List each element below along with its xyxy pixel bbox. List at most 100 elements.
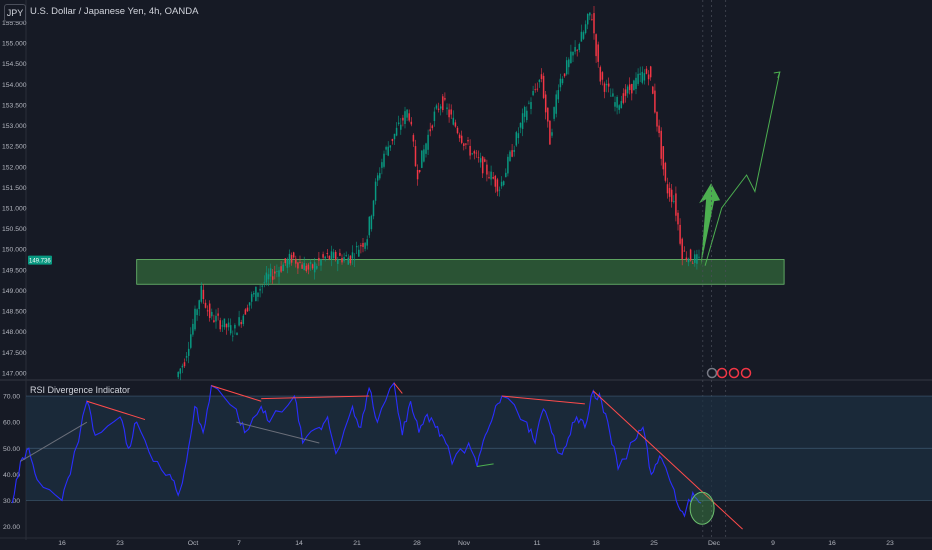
- candle-body: [412, 135, 415, 142]
- candle-body: [416, 169, 419, 180]
- candle-body: [519, 122, 522, 128]
- price-tick-label: 148.000: [2, 329, 27, 336]
- price-tick-label: 150.000: [2, 247, 27, 254]
- candle-body: [532, 90, 534, 96]
- candle-body: [612, 93, 614, 97]
- candle-body: [339, 252, 341, 256]
- price-tick-label: 154.000: [2, 82, 27, 89]
- candle-body: [360, 245, 362, 247]
- price-tick-label: 152.500: [2, 144, 27, 151]
- candle-body: [624, 89, 627, 96]
- candle-body: [324, 256, 326, 259]
- candle-body: [580, 31, 583, 42]
- time-tick-label: 7: [237, 540, 241, 547]
- candle-body: [179, 368, 182, 374]
- candle-body: [280, 266, 282, 272]
- candle-body: [586, 13, 589, 25]
- candle-body: [469, 145, 471, 156]
- candle-body: [696, 254, 698, 264]
- candle-body: [381, 162, 383, 168]
- candle-body: [668, 188, 671, 197]
- candle-body: [387, 146, 389, 156]
- candle-body: [221, 325, 224, 327]
- candle-body: [505, 172, 507, 178]
- candle-body: [332, 252, 335, 259]
- candle-body: [649, 66, 652, 78]
- symbol-badge[interactable]: JPY: [4, 4, 26, 22]
- candle-body: [389, 145, 392, 148]
- candle-body: [511, 150, 513, 157]
- time-tick-label: 23: [116, 540, 124, 547]
- candle-body: [282, 264, 284, 272]
- candle-body: [460, 135, 463, 143]
- candle-body: [376, 175, 379, 181]
- candle-body: [446, 107, 448, 109]
- candle-body: [213, 320, 215, 323]
- bearish-divergence-line: [261, 395, 370, 400]
- candle-body: [217, 313, 219, 316]
- candle-body: [698, 256, 700, 258]
- candle-body: [563, 73, 566, 77]
- candle-body: [515, 132, 518, 146]
- candle-body: [481, 156, 484, 174]
- candle-body: [620, 101, 623, 109]
- candle-body: [448, 109, 450, 118]
- candle-body: [450, 109, 452, 115]
- candle-body: [328, 255, 331, 260]
- candle-body: [202, 289, 205, 300]
- rsi-tick-label: 50.00: [3, 446, 20, 453]
- price-tick-label: 155.000: [2, 41, 27, 48]
- candle-body: [618, 105, 620, 110]
- candle-body: [662, 146, 665, 170]
- candle-body: [349, 255, 352, 264]
- price-tick-label: 155.500: [2, 20, 27, 27]
- candle-body: [444, 98, 446, 100]
- candle-body: [429, 129, 431, 132]
- candle-body: [553, 107, 555, 119]
- candle-body: [187, 348, 190, 356]
- candle-body: [225, 323, 228, 328]
- candle-body: [654, 90, 656, 113]
- candle-body: [591, 19, 593, 21]
- candle-body: [343, 257, 345, 262]
- candle-body: [364, 242, 366, 249]
- candle-body: [278, 270, 280, 277]
- candle-body: [582, 32, 585, 39]
- candle-body: [559, 78, 562, 88]
- candle-body: [593, 13, 595, 34]
- time-tick-label: Dec: [708, 540, 721, 547]
- candle-body: [183, 362, 186, 367]
- candle-body: [410, 121, 413, 125]
- candle-body: [286, 259, 289, 268]
- candle-body: [400, 124, 402, 130]
- candle-body: [486, 164, 488, 175]
- candle-body: [194, 308, 196, 330]
- candle-body: [454, 122, 457, 127]
- candle-body: [427, 134, 429, 150]
- candle-body: [507, 156, 509, 174]
- candle-body: [374, 181, 377, 201]
- candle-body: [185, 356, 188, 358]
- candle-body: [670, 189, 673, 202]
- candle-body: [683, 250, 686, 252]
- candle-body: [307, 264, 310, 270]
- candle-body: [471, 153, 473, 155]
- candle-body: [261, 285, 263, 287]
- candle-body: [366, 239, 368, 246]
- time-tick-label: 21: [353, 540, 361, 547]
- rsi-line: [11, 381, 702, 518]
- candle-body: [309, 262, 312, 264]
- candle-body: [433, 111, 436, 122]
- candle-body: [465, 143, 467, 145]
- candle-body: [639, 73, 641, 75]
- candle-body: [496, 179, 499, 192]
- rsi-tick-label: 70.00: [3, 394, 20, 401]
- candle-body: [547, 107, 549, 122]
- candle-body: [200, 285, 203, 302]
- candle-body: [660, 130, 662, 159]
- candle-body: [509, 151, 511, 161]
- candle-body: [238, 317, 240, 326]
- time-tick-label: 18: [592, 540, 600, 547]
- candle-body: [500, 181, 503, 187]
